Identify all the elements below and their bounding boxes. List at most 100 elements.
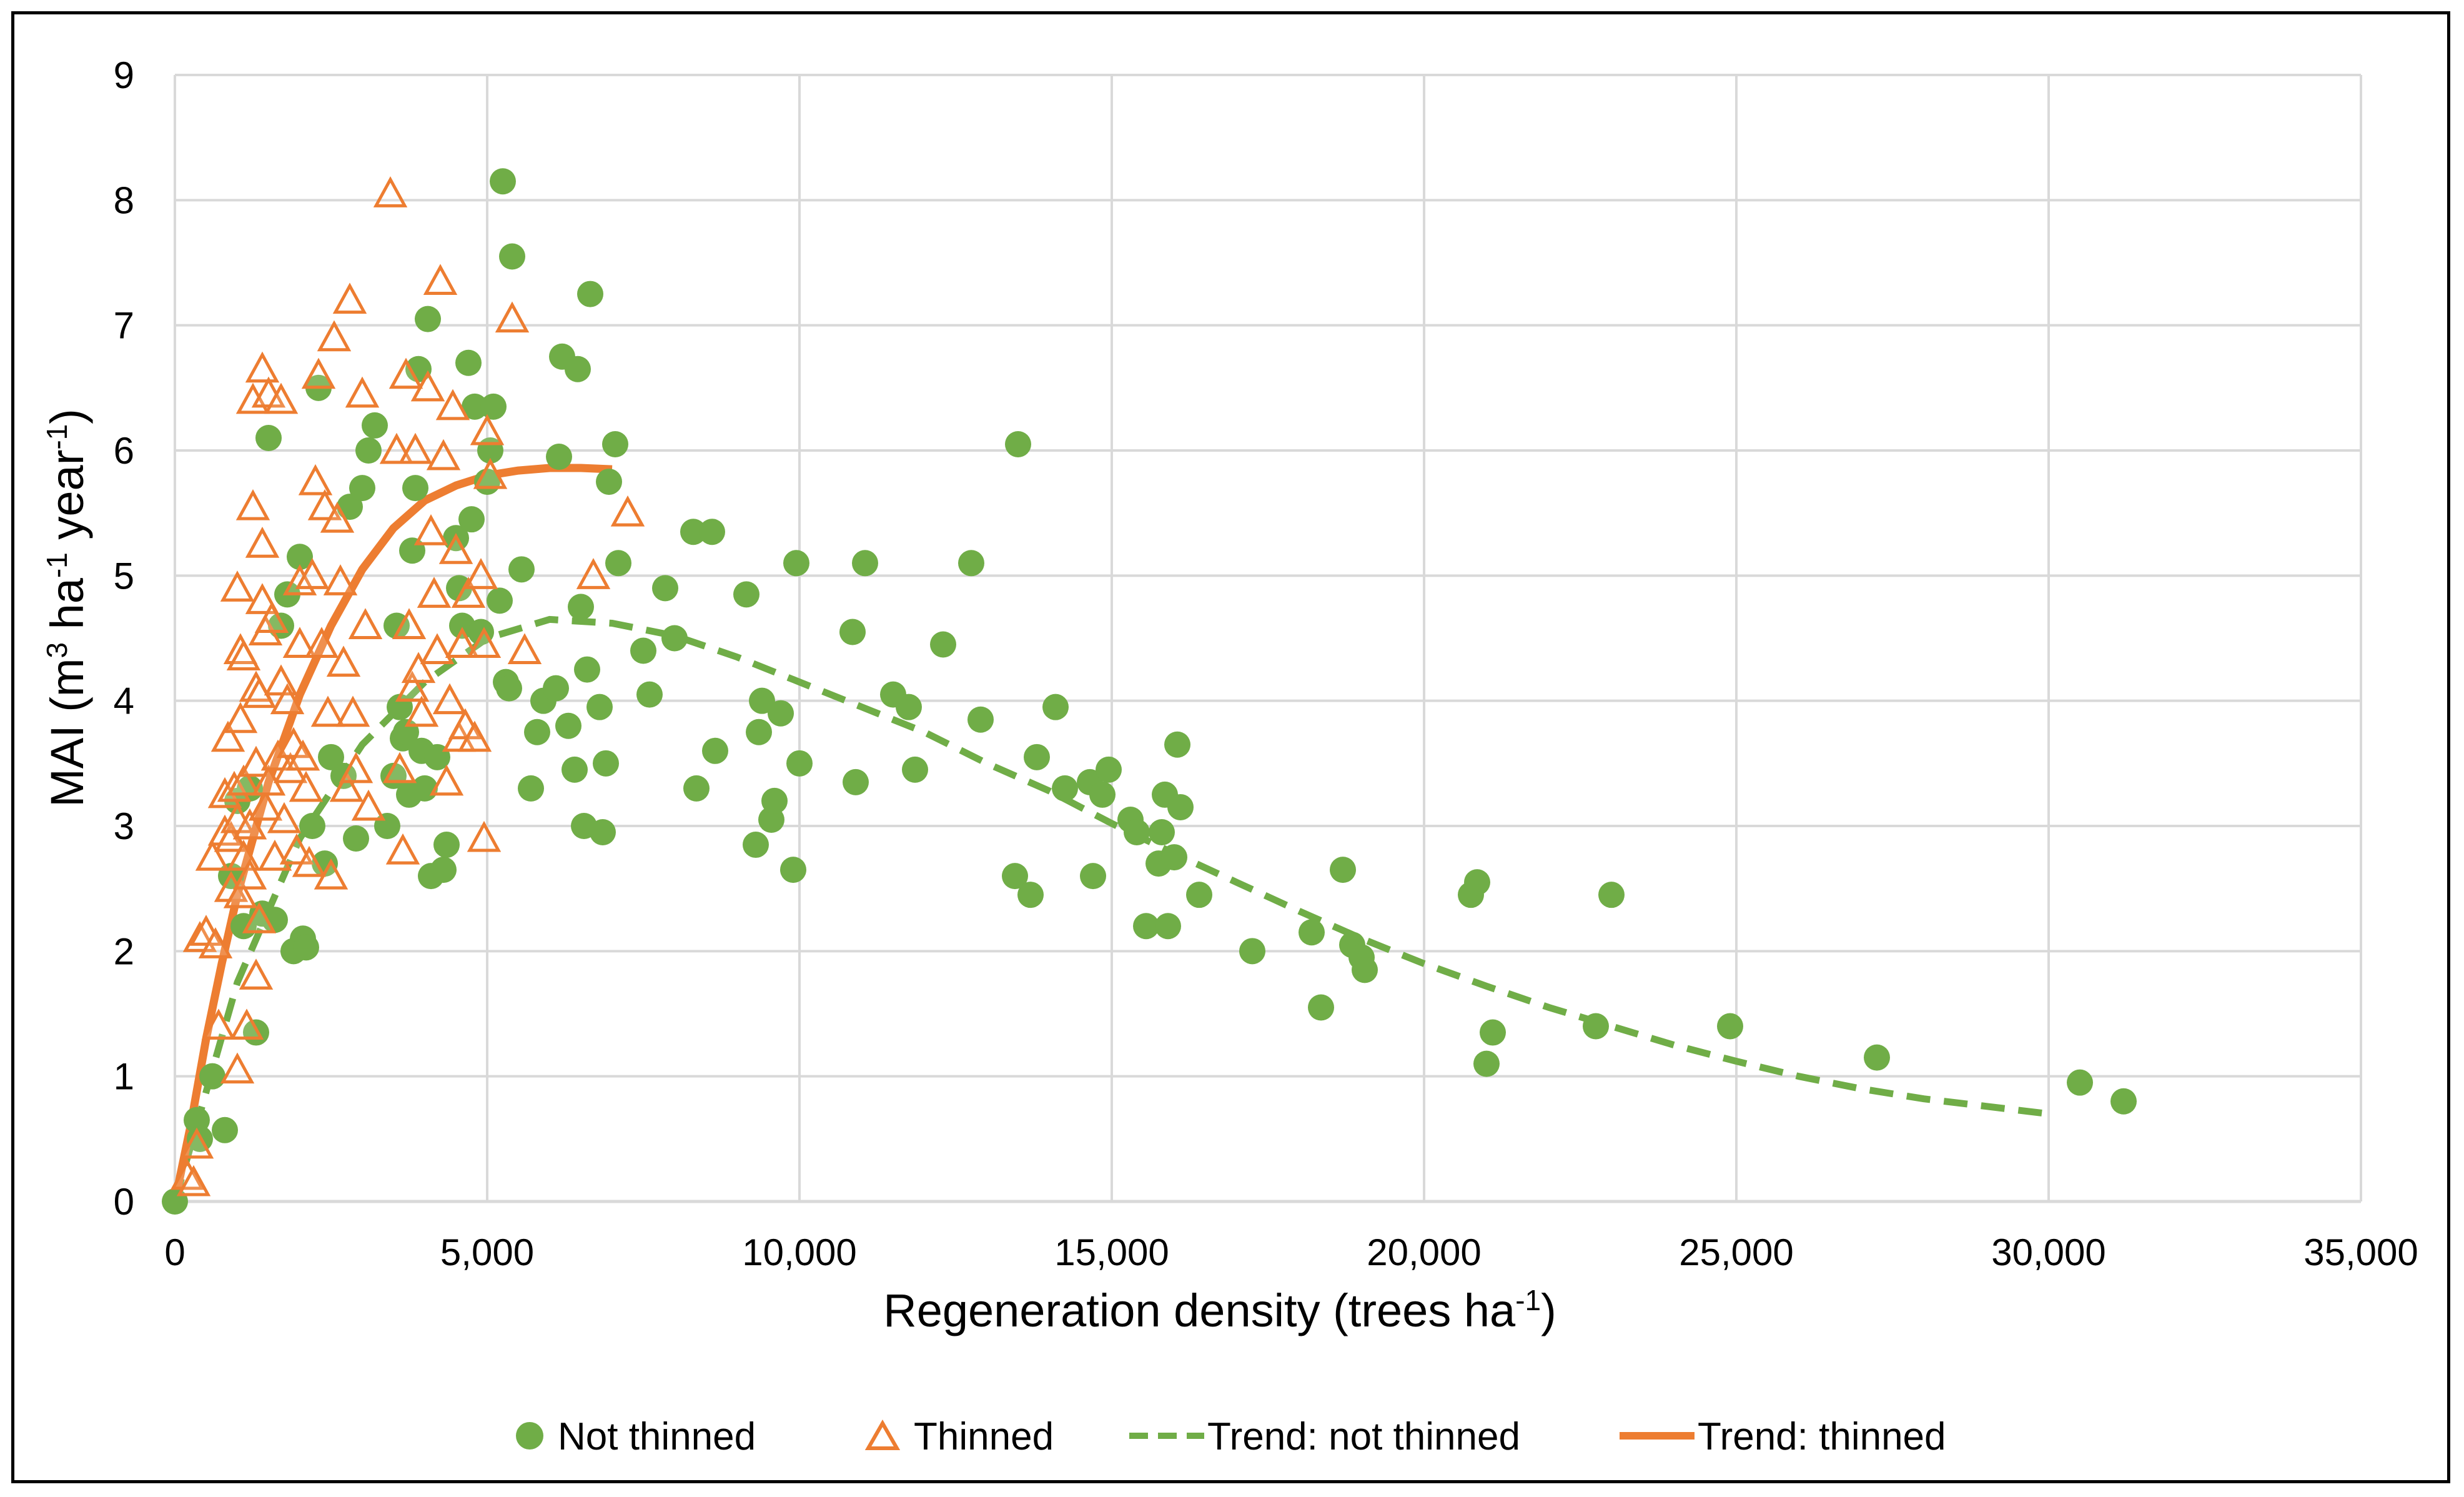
- data-point-not-thinned: [462, 393, 488, 420]
- data-point-not-thinned: [574, 656, 600, 683]
- data-point-not-thinned: [743, 832, 769, 858]
- data-point-thinned: [339, 752, 374, 783]
- data-point-thinned: [467, 820, 502, 852]
- legend-thinned-label: Thinned: [914, 1415, 1054, 1458]
- data-point-not-thinned: [1717, 1013, 1743, 1040]
- data-point-not-thinned: [967, 706, 994, 733]
- data-point-thinned: [220, 570, 255, 602]
- data-point-thinned: [226, 639, 261, 671]
- data-point-not-thinned: [1164, 731, 1190, 758]
- data-point-thinned: [245, 527, 280, 558]
- data-point-not-thinned: [593, 750, 619, 777]
- legend-trend-thinned-label: Trend: thinned: [1698, 1415, 1946, 1458]
- data-point-thinned: [423, 264, 458, 296]
- x-tick-label: 30,000: [1991, 1231, 2106, 1273]
- data-point-thinned: [176, 1165, 211, 1196]
- data-point-not-thinned: [596, 469, 622, 495]
- data-point-thinned: [270, 683, 305, 715]
- y-tick-label: 5: [114, 555, 134, 597]
- data-point-not-thinned: [636, 681, 663, 708]
- data-point-thinned: [314, 858, 349, 890]
- legend-not-thinned-marker: [516, 1422, 543, 1450]
- data-point-thinned: [267, 802, 302, 833]
- data-point-not-thinned: [255, 424, 282, 451]
- data-point-not-thinned: [287, 544, 313, 570]
- chart-svg: 0 1 2 3 4 5 6 7 8 9 0 5,000 10,000 15,000 20,000 25,000…: [41, 54, 2418, 1458]
- x-tick-label: 10,000: [742, 1231, 857, 1273]
- data-point-thinned: [426, 439, 461, 470]
- data-point-not-thinned: [1598, 882, 1625, 908]
- data-point-not-thinned: [262, 907, 288, 933]
- data-point-not-thinned: [458, 506, 485, 533]
- data-point-not-thinned: [543, 675, 569, 702]
- data-point-not-thinned: [293, 934, 319, 961]
- data-point-not-thinned: [415, 306, 441, 332]
- data-point-not-thinned: [1308, 994, 1334, 1021]
- data-point-not-thinned: [958, 550, 984, 577]
- data-point-thinned: [264, 382, 299, 414]
- data-point-not-thinned: [683, 775, 710, 802]
- data-point-not-thinned: [1002, 863, 1028, 890]
- data-point-thinned: [429, 764, 464, 796]
- data-point-thinned: [226, 764, 261, 796]
- data-point-thinned: [507, 633, 542, 665]
- data-point-thinned: [295, 558, 330, 589]
- data-point-thinned: [395, 670, 430, 702]
- data-point-not-thinned: [749, 687, 775, 714]
- data-point-not-thinned: [1005, 430, 1031, 457]
- tick-labels: 0 1 2 3 4 5 6 7 8 9 0 5,000 10,000 15,000 20,000 25,000…: [114, 54, 2418, 1273]
- data-point-not-thinned: [1330, 857, 1356, 883]
- data-point-not-thinned: [212, 1117, 238, 1143]
- data-point-not-thinned: [852, 550, 878, 577]
- data-point-thinned: [326, 645, 361, 677]
- data-point-thinned: [170, 1158, 205, 1190]
- data-point-not-thinned: [518, 775, 544, 802]
- data-point-thinned: [239, 958, 274, 990]
- data-point-not-thinned: [733, 581, 759, 608]
- data-point-not-thinned: [555, 712, 581, 739]
- data-point-thinned: [473, 457, 508, 489]
- data-point-thinned: [404, 695, 439, 727]
- data-point-thinned: [451, 577, 486, 608]
- data-point-thinned: [610, 495, 645, 527]
- axes: [174, 75, 2361, 1203]
- series-not-thinned: [162, 168, 2137, 1215]
- data-point-not-thinned: [1124, 819, 1150, 846]
- data-point-not-thinned: [402, 475, 428, 502]
- data-point-thinned: [223, 702, 258, 734]
- data-point-thinned: [245, 351, 280, 383]
- data-point-not-thinned: [496, 675, 522, 702]
- y-tick-label: 6: [114, 430, 134, 472]
- trend-lines: [171, 464, 2049, 1203]
- data-point-not-thinned: [1089, 781, 1116, 808]
- data-point-not-thinned: [780, 857, 806, 883]
- legend-not-thinned-label: Not thinned: [558, 1415, 756, 1458]
- data-point-not-thinned: [783, 550, 809, 577]
- data-point-thinned: [401, 652, 436, 684]
- data-point-thinned: [292, 845, 327, 877]
- trend-line-thinned: [171, 464, 613, 1203]
- data-point-not-thinned: [786, 750, 813, 777]
- y-tick-label: 7: [114, 305, 134, 347]
- data-point-not-thinned: [1052, 775, 1078, 802]
- data-point-not-thinned: [1299, 919, 1325, 946]
- data-point-not-thinned: [1080, 863, 1106, 890]
- data-point-not-thinned: [343, 825, 369, 852]
- data-point-not-thinned: [761, 787, 788, 814]
- data-point-not-thinned: [2067, 1069, 2093, 1096]
- y-tick-label: 8: [114, 179, 134, 221]
- legend-thinned-marker: [864, 1419, 901, 1450]
- data-point-thinned: [201, 1008, 236, 1040]
- data-point-not-thinned: [746, 719, 772, 745]
- data-point-thinned: [304, 627, 339, 659]
- data-point-not-thinned: [590, 819, 616, 846]
- data-point-thinned: [385, 833, 420, 865]
- data-point-thinned: [317, 320, 352, 352]
- data-point-not-thinned: [1161, 844, 1187, 871]
- data-point-not-thinned: [433, 832, 460, 858]
- data-point-thinned: [282, 627, 317, 659]
- data-point-thinned: [289, 770, 324, 802]
- data-point-not-thinned: [652, 575, 678, 602]
- data-point-not-thinned: [349, 475, 375, 502]
- data-point-thinned: [285, 739, 320, 771]
